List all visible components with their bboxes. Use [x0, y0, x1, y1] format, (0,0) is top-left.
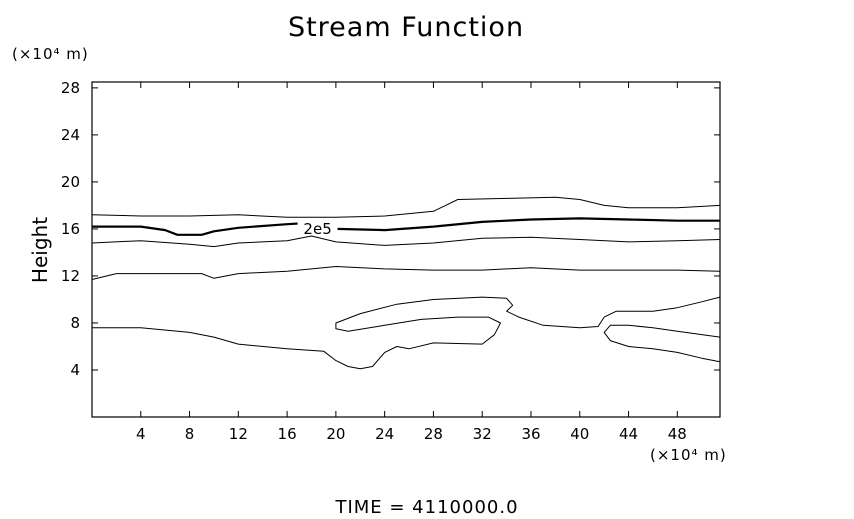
x-tick-label: 32 — [473, 425, 492, 443]
x-tick-label: 4 — [136, 425, 146, 443]
x-tick-label: 28 — [424, 425, 443, 443]
chart-title: Stream Function — [287, 12, 525, 43]
x-axis-unit: (×10⁴ m) — [650, 446, 727, 464]
y-tick-label: 24 — [61, 126, 80, 144]
contour-lines: 2e5 — [91, 196, 721, 370]
contour-line — [91, 266, 721, 280]
y-tick-label: 20 — [61, 173, 80, 191]
y-tick-label: 4 — [70, 361, 80, 379]
contour-label: 2e5 — [303, 220, 331, 238]
contour-line — [91, 235, 721, 248]
contour-line — [92, 296, 721, 370]
x-tick-label: 16 — [278, 425, 297, 443]
x-tick-label: 48 — [668, 425, 687, 443]
y-tick-label: 16 — [61, 220, 80, 238]
y-tick-label: 12 — [61, 267, 80, 285]
x-tick-label: 12 — [229, 425, 248, 443]
plot-frame — [91, 81, 721, 418]
y-tick-label: 8 — [70, 314, 80, 332]
x-tick-label: 44 — [619, 425, 638, 443]
contour-line-bold — [92, 217, 720, 236]
x-tick-label: 24 — [375, 425, 394, 443]
y-tick-label: 28 — [61, 79, 80, 97]
contour-label-bg — [297, 220, 338, 237]
x-tick-label: 40 — [570, 425, 589, 443]
x-tick-label: 36 — [521, 425, 540, 443]
x-tick-label: 20 — [326, 425, 345, 443]
y-axis-unit: (×10⁴ m) — [12, 45, 89, 63]
contour-line — [603, 324, 721, 363]
time-readout: TIME = 4110000.0 — [335, 497, 519, 518]
contour-line — [91, 196, 721, 218]
x-tick-label: 8 — [185, 425, 195, 443]
